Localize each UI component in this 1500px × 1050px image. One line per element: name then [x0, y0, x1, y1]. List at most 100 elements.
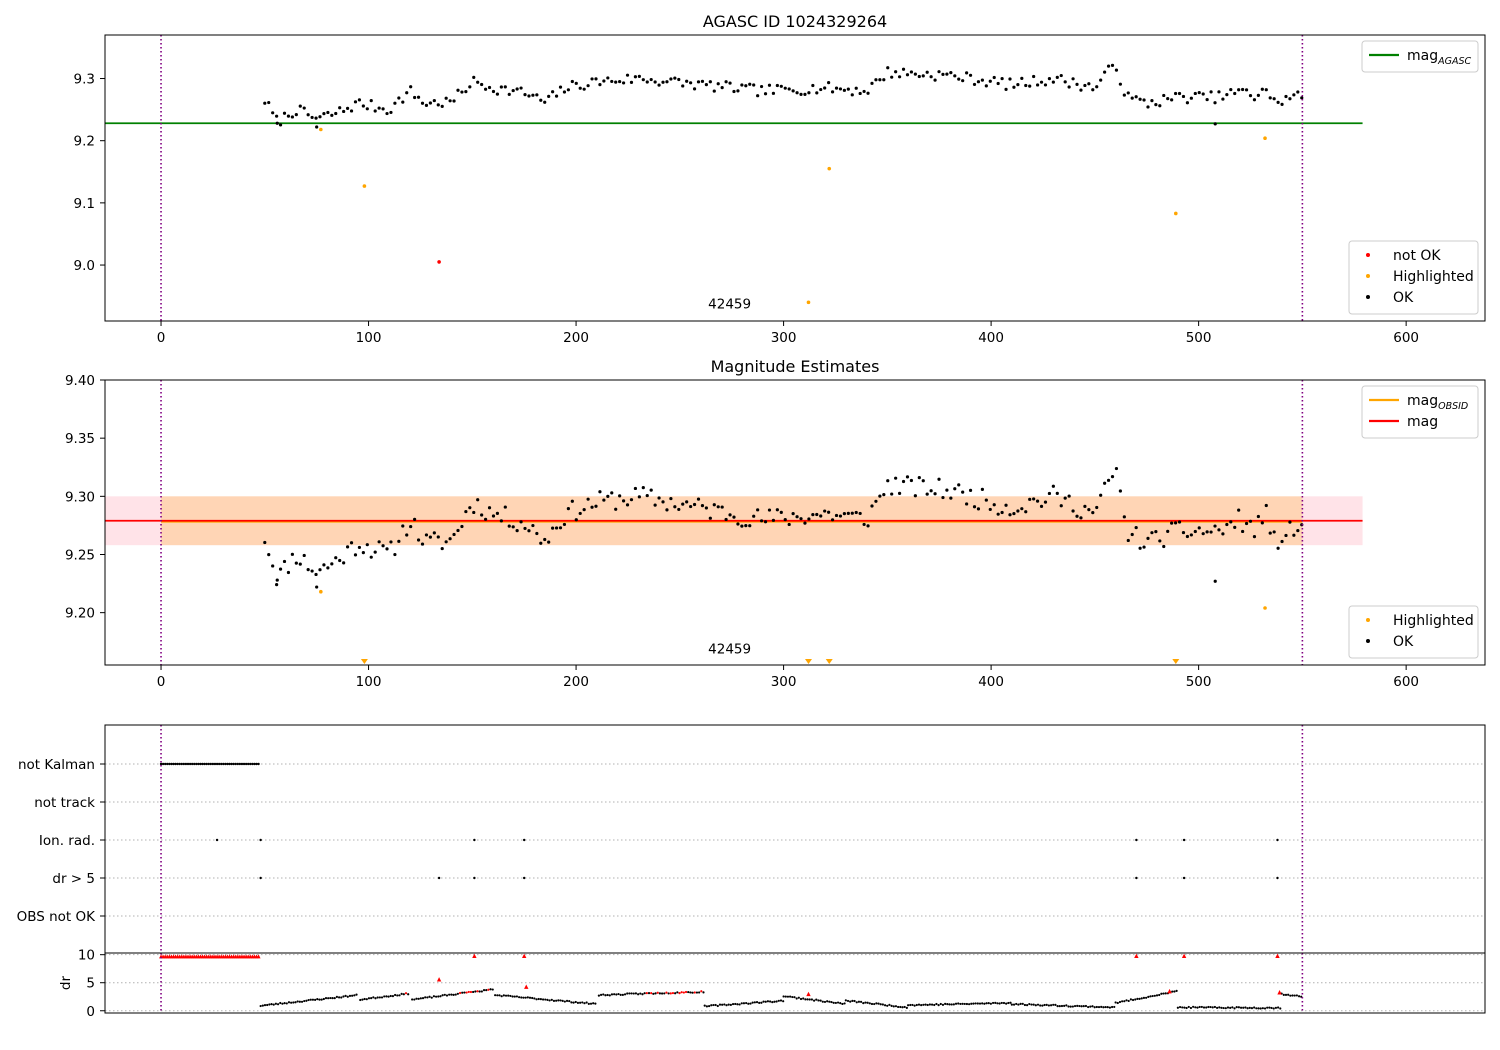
dr-point: [266, 1003, 269, 1007]
flag-point: [203, 762, 206, 766]
dr-point: [1192, 1005, 1195, 1008]
offscale-marker: [825, 659, 833, 664]
dr-point: [1279, 1007, 1282, 1010]
dr-point: [487, 988, 490, 991]
ok-point: [1110, 63, 1115, 67]
ok-point: [515, 87, 519, 91]
ok-point: [554, 94, 559, 98]
ok-point: [629, 498, 634, 502]
agasc-magnitude-panel: 42459 0 100 200 300 400 500 600 9.0 9.1 9.2 9.3 AGAS…: [74, 12, 1486, 346]
dr-point: [450, 993, 453, 996]
dr-point: [857, 1000, 861, 1003]
dr-point: [541, 998, 545, 1001]
flag-point: [213, 762, 217, 766]
dr-point: [1095, 1005, 1098, 1009]
legend-subscript: AGASC: [1437, 56, 1471, 67]
dr-point: [1189, 1006, 1193, 1010]
ok-point: [543, 100, 547, 104]
dr-point: [1200, 1005, 1203, 1009]
dr-point: [1196, 1006, 1199, 1009]
ok-point: [385, 111, 389, 116]
dr-point: [703, 1004, 706, 1007]
ok-point: [929, 489, 933, 493]
ok-point: [369, 555, 373, 559]
ok-point: [949, 71, 953, 75]
dr-point: [305, 999, 308, 1002]
ok-point: [779, 510, 783, 514]
dr-point: [617, 992, 620, 996]
ok-point: [708, 80, 712, 84]
dr-point: [691, 991, 694, 994]
ok-point: [1244, 521, 1249, 526]
dr-point: [1175, 989, 1178, 992]
ok-point: [1028, 84, 1032, 88]
ok-point: [1181, 530, 1186, 535]
ok-point: [1043, 500, 1048, 504]
ok-point: [1264, 503, 1268, 508]
ok-point: [464, 89, 468, 94]
ok-point: [468, 506, 472, 510]
dr-point: [1134, 998, 1137, 1001]
ok-point: [779, 84, 783, 88]
dr-point: [821, 1000, 824, 1003]
ok-point: [795, 91, 799, 95]
ok-point: [519, 520, 523, 524]
ok-point: [1268, 531, 1272, 535]
dr-point: [1233, 1007, 1236, 1010]
dr-point: [469, 990, 473, 994]
ok-point: [744, 84, 748, 88]
dr-point: [1125, 999, 1128, 1002]
ok-point: [689, 81, 693, 85]
dr-point: [557, 999, 560, 1002]
dr-point: [808, 998, 811, 1001]
dr-point: [723, 1003, 726, 1006]
dr-high-marker: [524, 984, 529, 989]
dr-point: [844, 999, 847, 1002]
dr-point: [370, 997, 373, 1000]
ok-point: [315, 125, 319, 129]
dr-point: [901, 1006, 904, 1009]
dr-point: [561, 999, 564, 1002]
ok-point: [310, 115, 314, 120]
x-tick-label: 600: [1393, 674, 1419, 690]
dr-point: [994, 1001, 997, 1004]
dr-point: [1009, 1001, 1012, 1004]
ok-point: [696, 497, 701, 501]
dr-point: [579, 1001, 582, 1004]
ok-point: [357, 98, 362, 102]
ok-point: [929, 75, 933, 79]
ok-point: [1134, 525, 1138, 530]
ok-point: [811, 512, 815, 517]
dr-point: [775, 1000, 778, 1003]
dr-point: [500, 995, 503, 998]
ok-point: [897, 75, 902, 79]
dr-point: [1274, 1006, 1278, 1009]
dr-point: [268, 1003, 271, 1006]
dr-point: [740, 1002, 743, 1005]
ok-point: [1213, 122, 1217, 126]
dr-point: [619, 993, 622, 996]
ok-point: [511, 88, 515, 93]
ok-point: [846, 511, 850, 516]
dr-point: [782, 995, 785, 998]
ok-point: [452, 99, 456, 103]
ok-point: [712, 503, 716, 507]
dr-point: [1171, 990, 1174, 993]
ok-point: [787, 522, 791, 527]
dr-point: [581, 1001, 584, 1004]
dr-point: [413, 998, 416, 1001]
dr-point: [333, 997, 336, 1000]
ok-point: [803, 92, 807, 96]
ok-point: [1260, 521, 1264, 525]
dr-point: [1140, 997, 1143, 1000]
ok-point: [547, 94, 551, 98]
dr-point: [972, 1002, 975, 1005]
ok-point: [823, 86, 827, 90]
dr-point: [678, 991, 681, 995]
dr-point: [689, 991, 692, 994]
ok-point: [456, 528, 460, 533]
dr-point: [676, 991, 679, 994]
dr-high-marker: [256, 954, 261, 959]
ok-point: [338, 106, 342, 110]
ok-point: [1142, 545, 1146, 549]
